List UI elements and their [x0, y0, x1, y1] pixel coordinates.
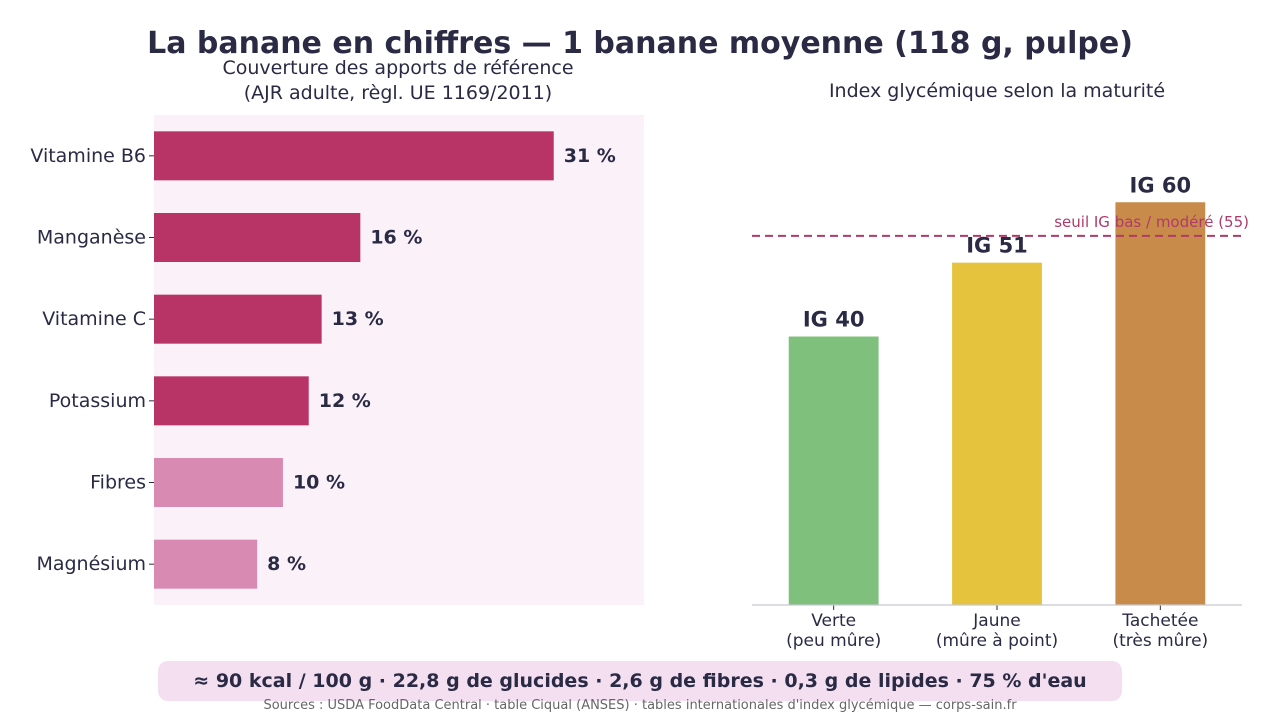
bar-vitamine-b6	[154, 131, 554, 181]
page-title: La banane en chiffres — 1 banane moyenne…	[147, 26, 1133, 61]
summary-banner: ≈ 90 kcal / 100 g · 22,8 g de glucides ·…	[158, 661, 1122, 701]
bar-jaune	[952, 262, 1042, 605]
y-tick-label: Magnésium	[36, 553, 146, 575]
bar-vitamine-c	[154, 294, 322, 344]
threshold-label: seuil IG bas / modéré (55)	[1054, 213, 1249, 231]
bar-fibres	[154, 458, 283, 507]
x-tick-label: (mûre à point)	[936, 631, 1058, 651]
y-tick-label: Vitamine B6	[30, 145, 146, 167]
x-tick-label: Tachetée	[1121, 611, 1198, 631]
data-label: 31 %	[564, 145, 616, 167]
bar-magnésium	[154, 539, 258, 589]
left-plot-background	[154, 115, 644, 605]
data-label: IG 51	[966, 234, 1028, 258]
y-tick-label: Fibres	[90, 472, 146, 494]
data-label: 16 %	[370, 227, 422, 249]
left-chart-title: Couverture des apports de référence (AJR…	[150, 56, 646, 106]
x-tick-label: (très mûre)	[1112, 631, 1208, 651]
left-chart-title-line-1: Couverture des apports de référence	[222, 57, 574, 79]
right-chart-title: Index glycémique selon la maturité	[828, 80, 1166, 102]
bar-verte	[788, 336, 879, 605]
data-label: 8 %	[267, 553, 306, 575]
bar-manganèse	[154, 213, 361, 262]
sources-footnote: Sources : USDA FoodData Central · table …	[263, 698, 1017, 713]
data-label: 10 %	[293, 472, 345, 494]
data-label: IG 40	[803, 308, 865, 332]
bar-potassium	[154, 376, 309, 426]
y-tick-label: Potassium	[49, 390, 146, 412]
data-label: 12 %	[319, 390, 371, 412]
bar-tachetée	[1115, 202, 1206, 606]
y-tick-label: Vitamine C	[42, 308, 146, 330]
left-chart-title-line-2: (AJR adulte, règl. UE 1169/2011)	[243, 82, 553, 104]
x-tick-label: Jaune	[972, 611, 1020, 631]
data-label: 13 %	[332, 308, 384, 330]
y-tick-label: Manganèse	[37, 227, 146, 249]
x-tick-label: Verte	[811, 611, 856, 631]
x-tick-label: (peu mûre)	[786, 631, 881, 651]
data-label: IG 60	[1130, 173, 1192, 197]
